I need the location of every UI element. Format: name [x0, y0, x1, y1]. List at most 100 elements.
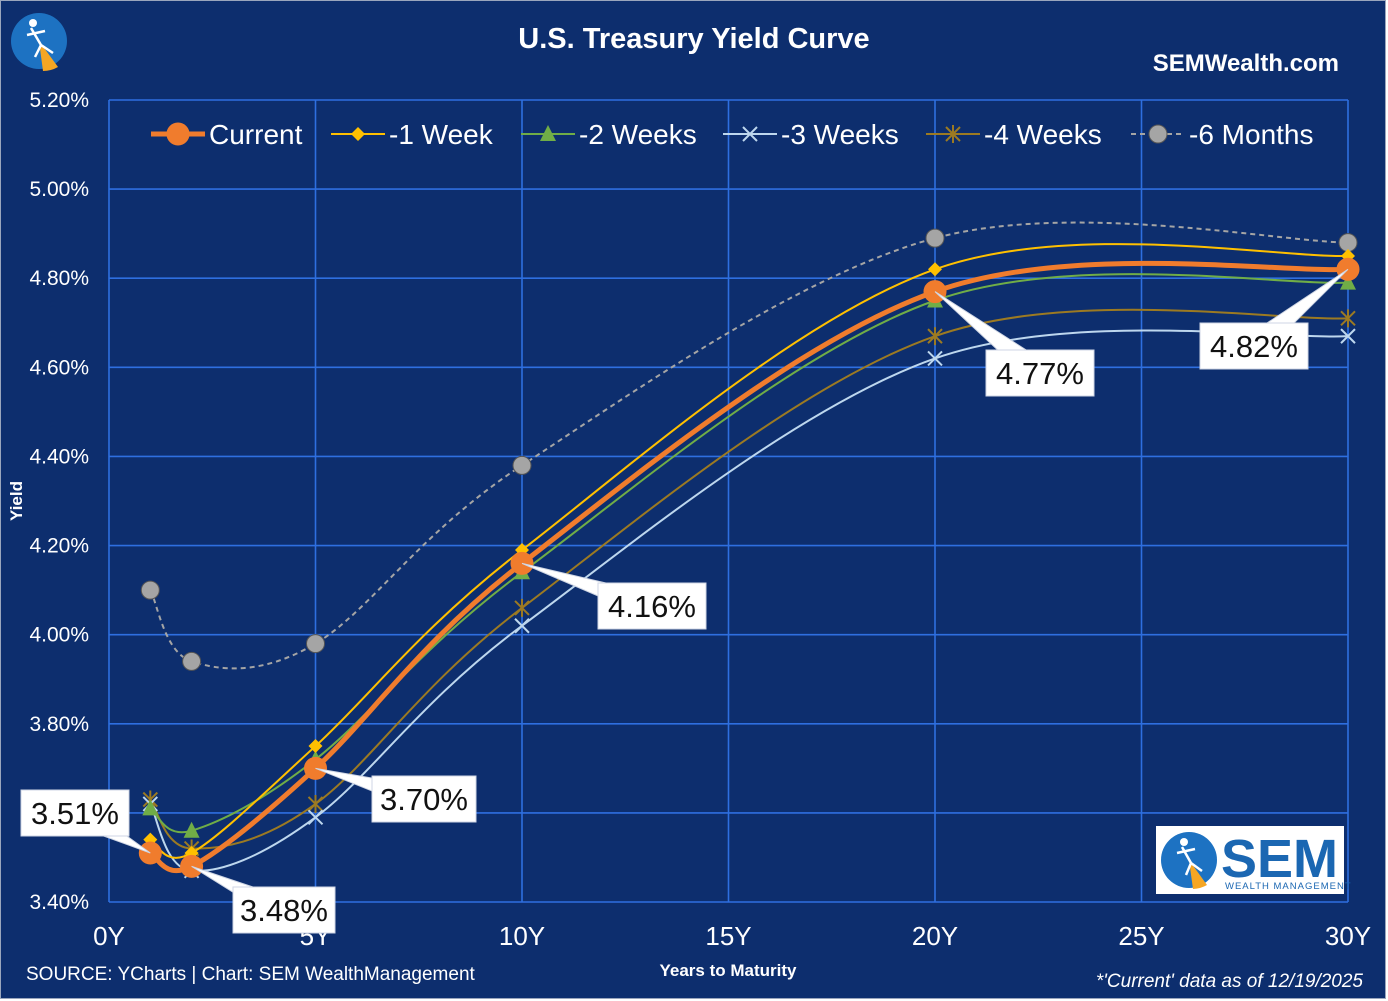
y-tick-label: 3.80% [29, 713, 89, 736]
data-point [307, 794, 324, 813]
data-point [514, 618, 530, 634]
data-point [928, 262, 942, 277]
y-tick-label: 4.60% [29, 356, 89, 379]
legend-label: Current [209, 119, 303, 150]
callout-box [597, 582, 707, 630]
legend-label: -1 Week [389, 119, 494, 150]
series-1-week [143, 243, 1355, 860]
callout-label: 4.77% [996, 356, 1084, 391]
callout-label: 4.82% [1210, 329, 1298, 364]
series-2-weeks [142, 273, 1356, 838]
y-tick-label: 4.80% [29, 267, 89, 290]
data-point [742, 126, 758, 142]
legend-label: -3 Weeks [781, 119, 899, 150]
y-tick-label: 5.20% [29, 89, 89, 112]
y-tick-label: 4.40% [29, 445, 89, 468]
data-point [514, 598, 530, 617]
legend-item: -6 Months [1131, 119, 1314, 150]
legend-item: -4 Weeks [926, 119, 1102, 150]
y-tick-label: 4.00% [29, 624, 89, 647]
callout: 4.82% [1199, 268, 1349, 370]
data-point [1338, 233, 1358, 253]
series-group [138, 221, 1360, 879]
data-point [307, 809, 324, 826]
callout: 3.48% [191, 865, 336, 934]
x-tick-label: 30Y [1325, 921, 1371, 951]
legend-label: -2 Weeks [579, 119, 697, 150]
callout-label: 3.51% [31, 796, 119, 831]
sem-logo-name: SEM [1221, 829, 1338, 889]
legend-item: Current [151, 119, 303, 150]
data-point [540, 125, 556, 141]
corner-logo-wedge [39, 41, 58, 72]
data-point [306, 634, 325, 654]
series-line [149, 221, 1349, 670]
legend: Current -1 Week -2 Weeks -3 Weeks -4 Weeks -6… [151, 119, 1314, 150]
x-tick-label: 0Y [93, 921, 125, 951]
x-tick-label: 10Y [499, 921, 545, 951]
callout-box [985, 349, 1095, 397]
callout-label: 3.48% [240, 893, 328, 928]
sem-logo: SEM WEALTH MANAGEMENT [1156, 826, 1352, 894]
legend-item: -1 Week [331, 119, 494, 150]
data-point [308, 739, 323, 754]
corner-logo-head [29, 19, 37, 27]
x-tick-label: 15Y [705, 921, 751, 951]
callout: 4.16% [521, 562, 707, 630]
data-point [1340, 273, 1356, 290]
callout-box [20, 789, 130, 837]
sem-logo-tagline: WEALTH MANAGEMENT [1225, 881, 1352, 892]
sem-logo-head [1180, 838, 1188, 846]
corner-logo [11, 13, 67, 72]
callout: 4.77% [934, 291, 1095, 397]
series-current [138, 257, 1360, 878]
data-point [140, 580, 160, 600]
site-url: SEMWealth.com [1153, 50, 1339, 77]
x-tick-label: 20Y [912, 921, 958, 951]
callouts: 3.51% 3.48% 3.70% 4.16% 4.77% 4.82% [20, 268, 1349, 934]
y-tick-label: 4.20% [29, 535, 89, 558]
data-point [182, 651, 202, 671]
data-point [1340, 309, 1356, 328]
data-point [142, 799, 159, 816]
x-axis-label: Years to Maturity [660, 961, 798, 980]
y-tick-label: 3.40% [29, 891, 89, 914]
callout: 3.70% [315, 767, 477, 823]
data-point [183, 821, 200, 838]
data-point [351, 127, 365, 141]
source-note: SOURCE: YCharts | Chart: SEM WealthManag… [26, 964, 476, 985]
series-line [149, 329, 1349, 873]
series-line [149, 273, 1349, 834]
sem-skier-logo-icon [26, 27, 54, 58]
grid [108, 99, 1349, 903]
data-point [927, 350, 943, 367]
data-point [925, 228, 945, 248]
data-point [1341, 248, 1355, 263]
data-point [1340, 328, 1356, 344]
series-6-months [140, 221, 1358, 671]
data-point [166, 122, 190, 146]
y-axis-label: Yield [7, 481, 26, 521]
data-point [1148, 124, 1168, 144]
callout: 3.51% [20, 789, 151, 854]
callout-label: 4.16% [608, 589, 696, 624]
sem-logo-skier-icon [1176, 846, 1203, 876]
series-line [148, 260, 1349, 874]
callout-label: 3.70% [380, 782, 468, 817]
sem-logo-wedge [1189, 860, 1207, 889]
chart-title: U.S. Treasury Yield Curve [518, 23, 869, 55]
series-line [149, 243, 1349, 859]
data-point [512, 455, 532, 475]
callout-box [232, 886, 336, 934]
legend-label: -6 Months [1189, 119, 1314, 150]
legend-label: -4 Weeks [984, 119, 1102, 150]
data-date-note: *'Current' data as of 12/19/2025 [1096, 971, 1364, 992]
legend-item: -3 Weeks [723, 119, 899, 150]
y-tick-label: 5.00% [29, 178, 89, 201]
callout-box [1199, 322, 1309, 370]
callout-box [371, 775, 477, 823]
legend-item: -2 Weeks [521, 119, 697, 150]
x-tick-label: 25Y [1118, 921, 1164, 951]
